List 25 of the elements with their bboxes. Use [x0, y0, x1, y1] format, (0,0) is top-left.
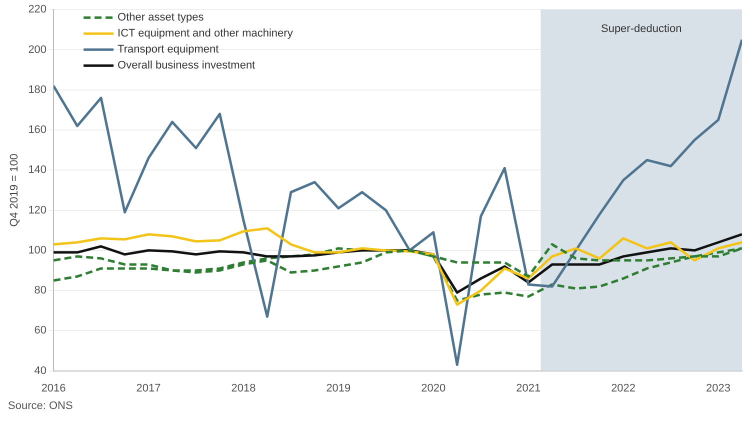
y-axis-title: Q4 2019 = 100	[8, 154, 21, 227]
y-tick-label: 80	[34, 284, 47, 297]
y-tick-label: 140	[28, 164, 47, 176]
x-tick-label: 2017	[136, 382, 161, 394]
y-tick-label: 160	[28, 124, 47, 136]
y-tick-label: 120	[28, 204, 47, 216]
y-tick-label: 180	[28, 84, 47, 96]
legend-label: Other asset types	[118, 12, 204, 24]
y-tick-label: 100	[28, 244, 47, 256]
y-tick-label: 60	[34, 324, 47, 337]
source-note: Source: ONS	[8, 400, 73, 412]
x-tick-label: 2016	[41, 382, 66, 394]
legend-label: ICT equipment and other machinery	[118, 28, 294, 40]
legend-label: Overall business investment	[118, 60, 256, 72]
x-tick-label: 2021	[516, 382, 541, 394]
x-tick-label: 2022	[611, 382, 636, 394]
x-tick-label: 2019	[326, 382, 351, 394]
band-label: Super-deduction	[600, 23, 682, 36]
y-tick-label: 40	[34, 364, 47, 377]
x-tick-label: 2020	[421, 382, 446, 394]
y-tick-label: 220	[28, 4, 47, 16]
x-tick-label: 2018	[231, 382, 256, 394]
legend-label: Transport equipment	[118, 44, 219, 56]
y-tick-label: 200	[28, 44, 47, 56]
x-tick-label: 2023	[706, 382, 731, 394]
